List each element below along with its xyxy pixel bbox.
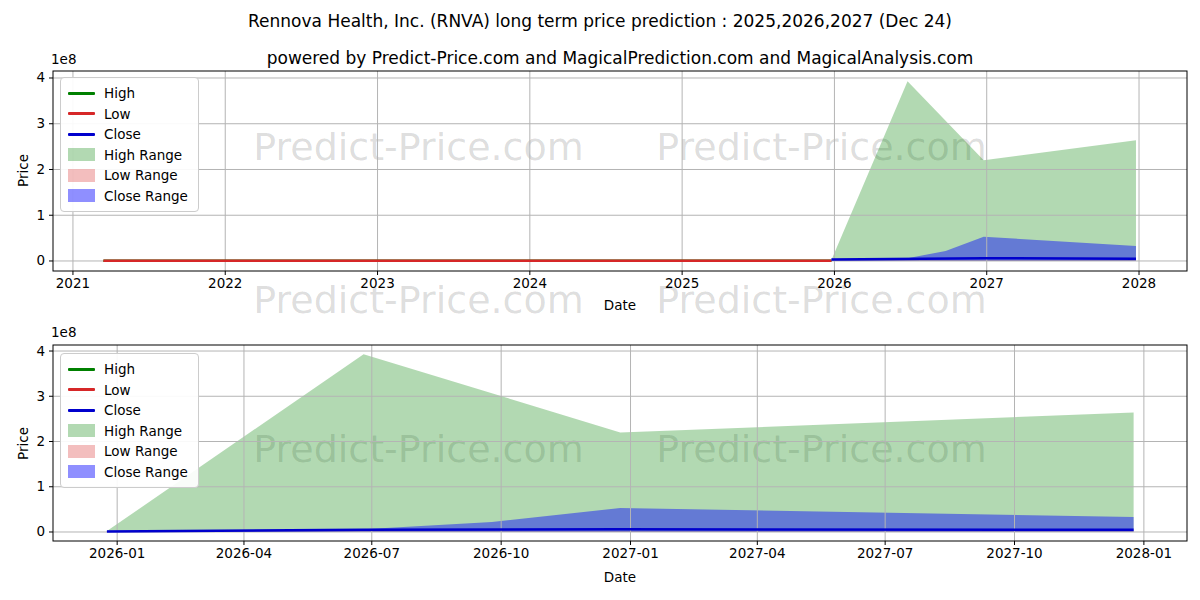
- legend-label: Close: [104, 402, 141, 418]
- legend-patch-swatch: [68, 465, 95, 478]
- x-tick-label: 2027: [970, 275, 1004, 291]
- x-tick-label: 2024: [513, 275, 547, 291]
- y-tick-label: 1: [36, 207, 45, 223]
- legend-label: Close Range: [104, 464, 188, 480]
- x-tick-label: 2027-07: [857, 545, 913, 561]
- x-axis-label-top: Date: [570, 297, 670, 313]
- legend-patch-swatch: [68, 169, 95, 182]
- y-tick-label: 3: [36, 115, 45, 131]
- x-tick-label: 2027-01: [602, 545, 658, 561]
- x-tick-label: 2027-10: [986, 545, 1042, 561]
- figure: Predict-Price.com Predict-Price.com Pred…: [0, 0, 1200, 600]
- legend-label: Low: [104, 382, 131, 398]
- legend-label: Low Range: [104, 167, 178, 183]
- y-tick-label: 4: [36, 69, 45, 85]
- series-close: [831, 258, 1136, 259]
- x-tick-label: 2026-01: [89, 545, 145, 561]
- legend-line-swatch: [68, 388, 95, 391]
- y-axis-offset-label-bottom: 1e8: [51, 324, 76, 340]
- x-tick-label: 2022: [208, 275, 242, 291]
- x-tick-label: 2026-07: [344, 545, 400, 561]
- y-axis-label-top: Price: [15, 151, 30, 191]
- x-axis-label-bottom: Date: [570, 569, 670, 585]
- x-tick-label: 2025: [665, 275, 699, 291]
- series-high-range: [107, 354, 1134, 532]
- legend-item-high: High: [68, 359, 188, 380]
- y-tick-label: 3: [36, 388, 45, 404]
- y-tick-label: 1: [36, 478, 45, 494]
- legend-item-close-range: Close Range: [68, 462, 188, 483]
- x-tick-label: 2023: [360, 275, 394, 291]
- legend-item-low: Low: [68, 104, 188, 125]
- legend-label: High Range: [104, 147, 182, 163]
- figure-title: Rennova Health, Inc. (RNVA) long term pr…: [0, 11, 1200, 31]
- x-tick-label: 2027-04: [729, 545, 785, 561]
- legend-item-low-range: Low Range: [68, 165, 188, 186]
- legend-line-swatch: [68, 409, 95, 412]
- legend-patch-swatch: [68, 445, 95, 458]
- legend-item-low-range: Low Range: [68, 441, 188, 462]
- legend-item-close: Close: [68, 400, 188, 421]
- legend-label: Low Range: [104, 443, 178, 459]
- y-tick-label: 0: [36, 252, 45, 268]
- legend-label: High Range: [104, 423, 182, 439]
- x-tick-label: 2026-10: [473, 545, 529, 561]
- legend-item-close: Close: [68, 124, 188, 145]
- x-tick-label: 2026: [817, 275, 851, 291]
- legend-label: Close Range: [104, 188, 188, 204]
- legend-item-low: Low: [68, 380, 188, 401]
- figure-subtitle: powered by Predict-Price.com and Magical…: [40, 48, 1200, 68]
- x-tick-label: 2026-04: [216, 545, 272, 561]
- legend-item-high-range: High Range: [68, 145, 188, 166]
- legend-line-swatch: [68, 112, 95, 115]
- legend-line-swatch: [68, 368, 95, 371]
- x-tick-label: 2021: [56, 275, 90, 291]
- y-tick-label: 0: [36, 523, 45, 539]
- legend-item-high: High: [68, 83, 188, 104]
- x-tick-label: 2028: [1122, 275, 1156, 291]
- legend-label: Low: [104, 106, 131, 122]
- legend-patch-swatch: [68, 424, 95, 437]
- y-tick-label: 4: [36, 343, 45, 359]
- legend-top: High Low Close High Range Low Range Close Ran…: [60, 77, 199, 212]
- legend-line-swatch: [68, 92, 95, 95]
- legend-item-high-range: High Range: [68, 421, 188, 442]
- legend-bottom: High Low Close High Range Low Range Close Ran…: [60, 353, 199, 488]
- legend-line-swatch: [68, 133, 95, 136]
- legend-label: High: [104, 361, 135, 377]
- legend-item-close-range: Close Range: [68, 186, 188, 207]
- y-axis-offset-label-top: 1e8: [51, 51, 76, 67]
- y-axis-label-bottom: Price: [15, 424, 30, 464]
- series-high-range: [831, 81, 1136, 261]
- y-tick-label: 2: [36, 433, 45, 449]
- legend-patch-swatch: [68, 148, 95, 161]
- legend-label: Close: [104, 126, 141, 142]
- legend-label: High: [104, 85, 135, 101]
- legend-patch-swatch: [68, 189, 95, 202]
- x-tick-label: 2028-01: [1116, 545, 1172, 561]
- y-tick-label: 2: [36, 161, 45, 177]
